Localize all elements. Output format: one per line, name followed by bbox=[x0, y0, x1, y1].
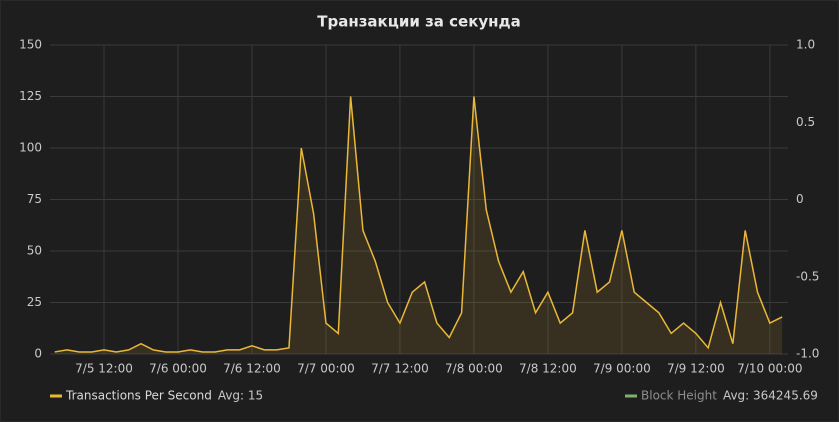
legend-avg: Avg: 15 bbox=[218, 389, 263, 403]
y-tick-label: 25 bbox=[27, 295, 42, 309]
chart-title: Транзакции за секунда bbox=[317, 13, 521, 31]
y2-tick-label: 0.5 bbox=[796, 115, 815, 129]
x-tick-label: 7/7 00:00 bbox=[297, 362, 355, 376]
x-tick-label: 7/5 12:00 bbox=[75, 362, 133, 376]
y-tick-label: 100 bbox=[19, 141, 42, 155]
y-tick-label: 75 bbox=[27, 192, 42, 206]
y2-tick-label: 0 bbox=[796, 192, 804, 206]
legend-label: Transactions Per Second bbox=[65, 389, 212, 403]
y-tick-label: 50 bbox=[27, 244, 42, 258]
x-tick-label: 7/9 00:00 bbox=[593, 362, 651, 376]
line bbox=[54, 96, 783, 353]
y-tick-label: 0 bbox=[34, 347, 42, 361]
x-tick-label: 7/6 12:00 bbox=[223, 362, 281, 376]
x-tick-label: 7/7 12:00 bbox=[371, 362, 429, 376]
y-tick-label: 150 bbox=[19, 38, 42, 52]
x-tick-label: 7/8 12:00 bbox=[519, 362, 577, 376]
y-tick-label: 125 bbox=[19, 89, 42, 103]
y2-tick-label: -0.5 bbox=[796, 269, 819, 283]
y2-tick-label: -1.0 bbox=[796, 347, 819, 361]
x-tick-label: 7/10 00:00 bbox=[737, 362, 802, 376]
legend-swatch bbox=[625, 394, 637, 398]
x-tick-label: 7/6 00:00 bbox=[149, 362, 207, 376]
legend-label: Block Height bbox=[641, 389, 717, 403]
x-tick-label: 7/8 00:00 bbox=[445, 362, 503, 376]
y2-tick-label: 1.0 bbox=[796, 38, 815, 52]
x-tick-label: 7/9 12:00 bbox=[667, 362, 725, 376]
legend-swatch bbox=[50, 394, 62, 398]
legend-avg: Avg: 364245.69 bbox=[723, 389, 818, 403]
